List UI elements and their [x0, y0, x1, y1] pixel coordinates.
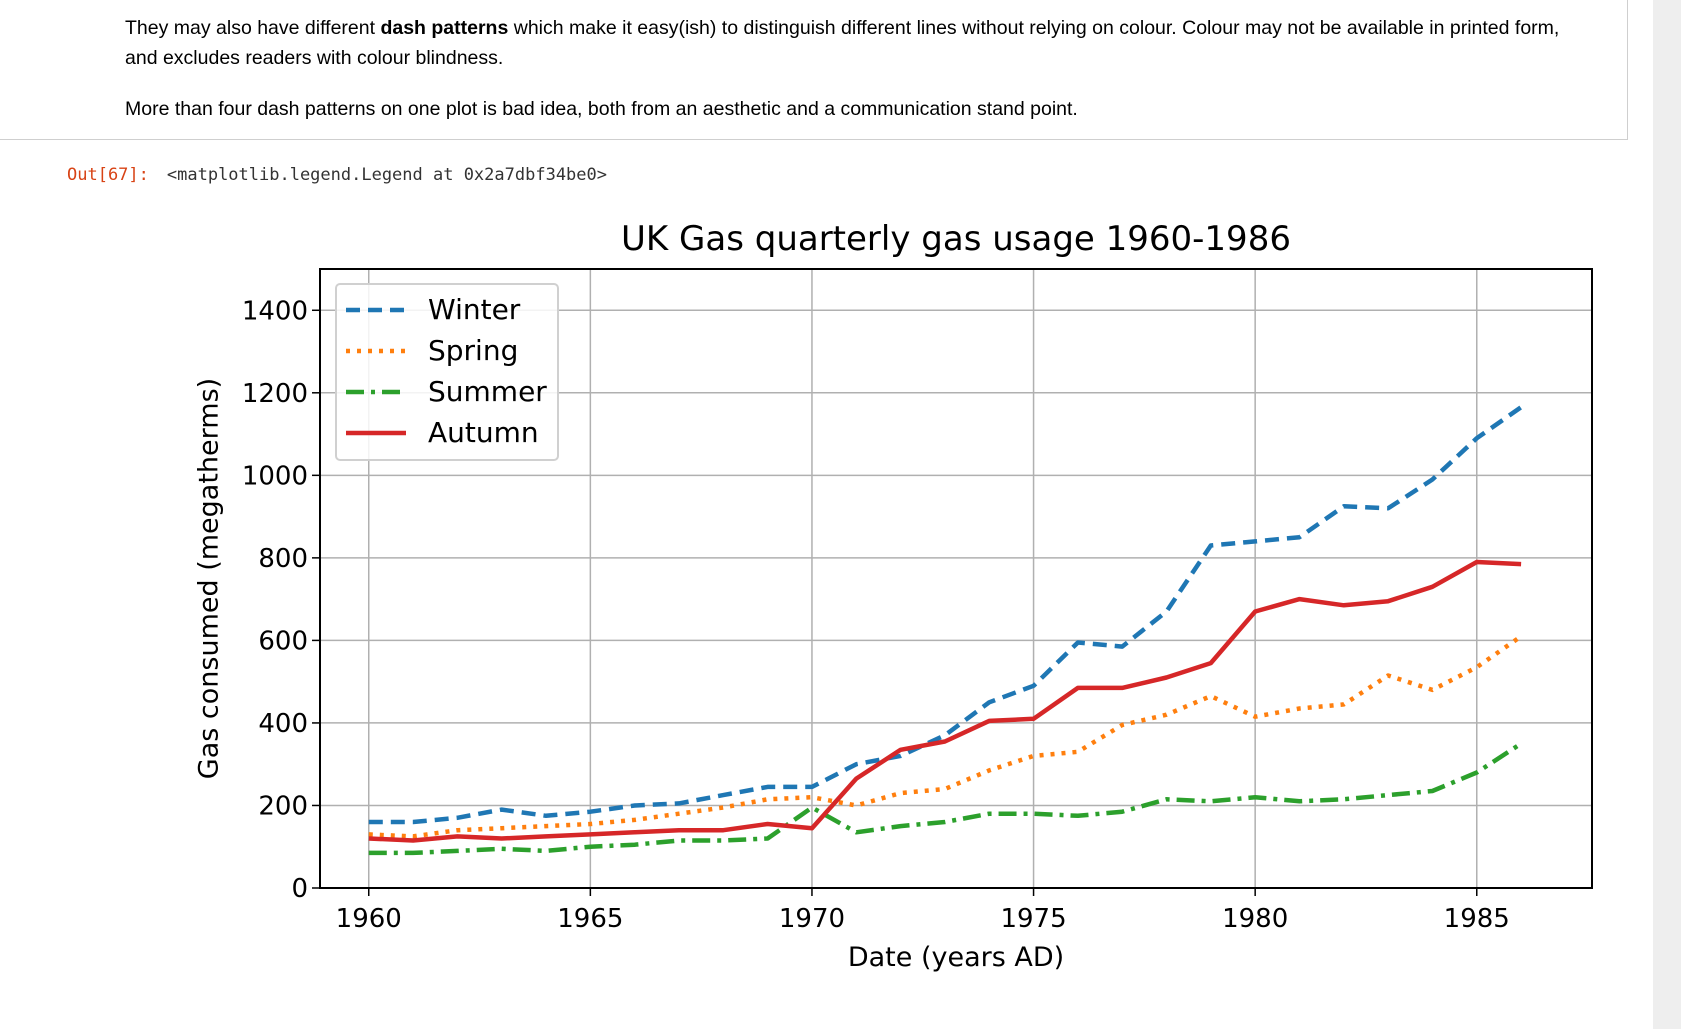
series-line-summer [368, 741, 1523, 856]
legend-label-winter: Winter [428, 293, 521, 326]
y-axis-label: Gas consumed (megatherms) [193, 378, 224, 779]
legend: Winter Spring Summer Autumn [335, 283, 559, 461]
x-tick-label: 1960 [336, 904, 402, 934]
y-tick-label: 1200 [242, 379, 308, 409]
markdown-cell[interactable]: They may also have different dash patter… [0, 0, 1628, 140]
y-tick-label: 200 [258, 791, 308, 821]
series-lines [368, 405, 1523, 856]
output-text: <matplotlib.legend.Legend at 0x2a7dbf34b… [166, 165, 607, 185]
x-tick-label: 1975 [1000, 904, 1066, 934]
y-tick-label: 1000 [242, 461, 308, 491]
bold-dash-patterns: dash patterns [380, 17, 509, 39]
line-chart: 1960 1965 1970 1975 1980 1985 0 200 400 600 800 100… [193, 219, 1593, 973]
x-tick-label: 1970 [779, 904, 845, 934]
series-line-spring [368, 634, 1523, 839]
output-row: Out[67]: <matplotlib.legend.Legend at 0x2… [67, 160, 607, 190]
markdown-paragraph-1: They may also have different dash patter… [125, 17, 1560, 69]
x-tick-label: 1985 [1444, 904, 1510, 934]
y-tick-label: 0 [291, 874, 308, 904]
legend-box [335, 283, 559, 461]
output-prompt: Out[67]: [67, 165, 149, 185]
axis-ticks: 1960 1965 1970 1975 1980 1985 0 200 400 600 800 100… [242, 296, 1510, 934]
legend-label-spring: Spring [428, 334, 518, 367]
y-tick-label: 400 [258, 709, 308, 739]
y-tick-label: 600 [258, 626, 308, 656]
series-line-autumn [368, 559, 1522, 843]
x-tick-label: 1965 [557, 904, 623, 934]
x-tick-label: 1980 [1222, 904, 1288, 934]
x-axis-label: Date (years AD) [848, 942, 1064, 973]
y-tick-label: 800 [258, 544, 308, 574]
legend-label-autumn: Autumn [428, 416, 539, 449]
axes-frame [319, 268, 1593, 889]
legend-label-summer: Summer [428, 375, 547, 408]
series-line-winter [368, 405, 1523, 825]
y-tick-label: 1400 [242, 296, 308, 326]
vertical-scrollbar[interactable] [1653, 0, 1681, 1029]
chart-title: UK Gas quarterly gas usage 1960-1986 [621, 219, 1291, 259]
grid-lines [320, 269, 1592, 889]
markdown-paragraph-2: More than four dash patterns on one plot… [125, 98, 1078, 120]
markdown-text: They may also have different dash patter… [125, 13, 1565, 145]
